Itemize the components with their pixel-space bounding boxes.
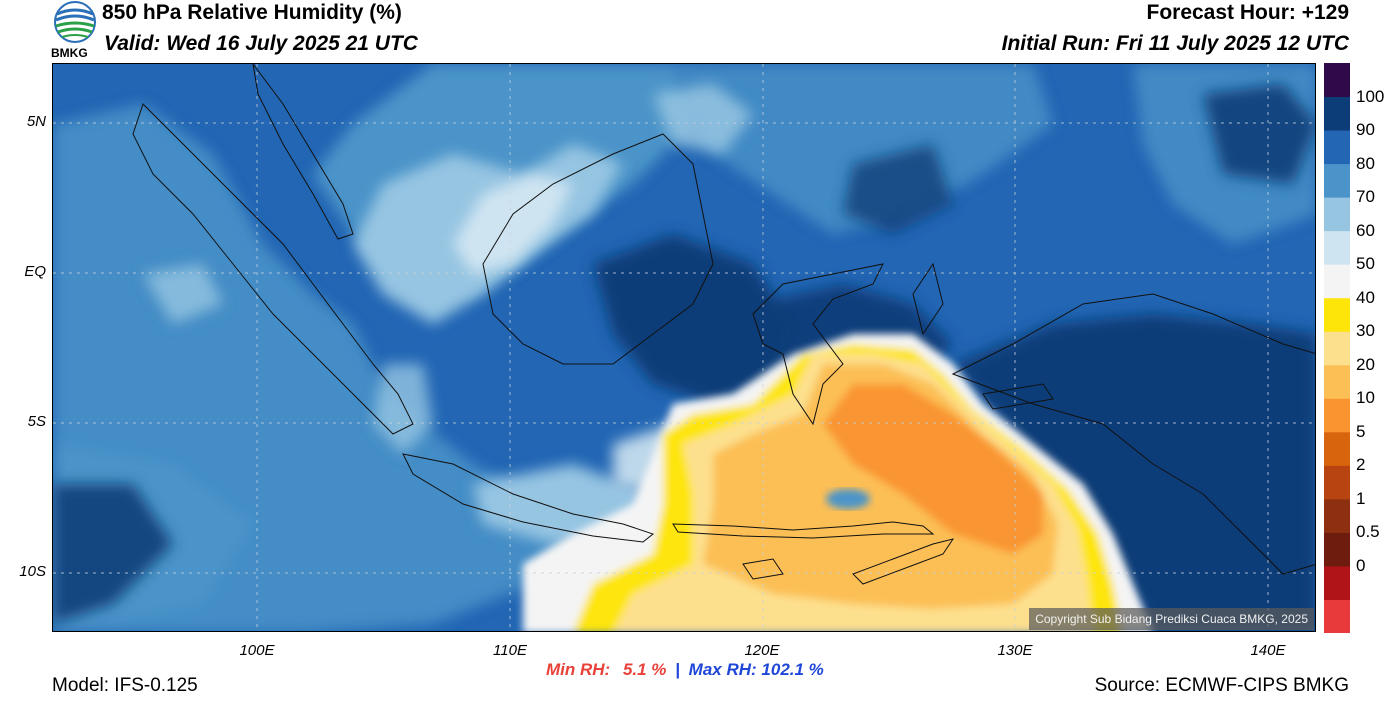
lat-label-5n: 5N xyxy=(26,113,46,130)
min-rh-value: 5.1 % xyxy=(622,660,667,679)
stats-separator: | xyxy=(675,660,680,679)
colorbar-swatch xyxy=(1324,96,1350,131)
colorbar-label: 0 xyxy=(1356,555,1366,575)
colorbar-swatch xyxy=(1324,398,1350,433)
colorbar-label: 20 xyxy=(1356,354,1375,374)
colorbar-swatch xyxy=(1324,364,1350,399)
malay-coast xyxy=(252,64,354,240)
colorbar-swatch xyxy=(1324,297,1350,332)
colorbar-label: 5 xyxy=(1356,421,1366,441)
new-guinea-coast xyxy=(951,293,1315,575)
coastlines xyxy=(132,64,1315,585)
timor-coast xyxy=(852,538,955,585)
humidity-map: Copyright Sub Bidang Prediksi Cuaca BMKG… xyxy=(52,63,1316,632)
colorbar-swatch xyxy=(1324,599,1350,633)
colorbar-swatch xyxy=(1324,197,1350,232)
map-grid xyxy=(53,64,1315,631)
forecast-hour: Forecast Hour: +129 xyxy=(1146,1,1350,24)
colorbar-swatch xyxy=(1324,130,1350,165)
sunda-islands xyxy=(672,521,935,539)
colorbar-swatch xyxy=(1324,230,1350,265)
sulawesi-coast xyxy=(752,263,884,426)
data-source: Source: ECMWF-CIPS BMKG xyxy=(1094,675,1349,696)
colorbar-swatch xyxy=(1324,163,1350,198)
bmkg-logo: BMKG xyxy=(50,0,100,62)
lon-label-130e: 130E xyxy=(997,642,1033,659)
colorbar-label: 100 xyxy=(1356,86,1385,106)
java-coast xyxy=(402,453,655,543)
colorbar xyxy=(1324,63,1350,633)
copyright-notice: Copyright Sub Bidang Prediksi Cuaca BMKG… xyxy=(1029,608,1314,630)
lon-label-140e: 140E xyxy=(1250,642,1286,659)
rh-stats: Min RH: 5.1 % | Max RH: 102.1 % xyxy=(546,660,824,680)
colorbar-swatch xyxy=(1324,565,1350,600)
lat-label-5s: 5S xyxy=(27,413,46,430)
colorbar-swatch xyxy=(1324,431,1350,466)
colorbar-label: 80 xyxy=(1356,153,1375,173)
colorbar-label: 70 xyxy=(1356,187,1375,207)
valid-time: Valid: Wed 16 July 2025 21 UTC xyxy=(104,32,418,55)
colorbar-swatch xyxy=(1324,532,1350,567)
seram-coast xyxy=(982,383,1054,410)
sumba-coast xyxy=(742,558,784,580)
colorbar-label: 10 xyxy=(1356,388,1375,408)
humidity-map-canvas xyxy=(53,64,1315,631)
colorbar-label: 50 xyxy=(1356,254,1375,274)
colorbar-swatch xyxy=(1324,63,1350,98)
colorbar-label: 0.5 xyxy=(1356,522,1380,542)
maluku-islands xyxy=(912,262,944,336)
colorbar-label: 2 xyxy=(1356,455,1366,475)
bmkg-logo-icon xyxy=(54,1,96,43)
colorbar-swatch xyxy=(1324,331,1350,366)
logo-text: BMKG xyxy=(51,46,88,60)
colorbar-label: 1 xyxy=(1356,488,1366,508)
colorbar-label: 90 xyxy=(1356,120,1375,140)
colorbar-swatch xyxy=(1324,498,1350,533)
lat-label-eq: EQ xyxy=(24,263,46,280)
colorbar-label: 60 xyxy=(1356,220,1375,240)
initial-run: Initial Run: Fri 11 July 2025 12 UTC xyxy=(1001,32,1349,55)
moist-pocket xyxy=(826,489,870,509)
model-name: Model: IFS-0.125 xyxy=(52,675,198,696)
lon-label-100e: 100E xyxy=(239,642,275,659)
colorbar-label: 40 xyxy=(1356,287,1375,307)
lon-label-120e: 120E xyxy=(744,642,780,659)
max-rh: Max RH: 102.1 % xyxy=(688,660,824,679)
lat-label-10s: 10S xyxy=(19,563,46,580)
lon-label-110e: 110E xyxy=(493,642,527,659)
borneo-coast xyxy=(482,133,714,365)
colorbar-label: 30 xyxy=(1356,321,1375,341)
min-rh-label: Min RH: xyxy=(546,660,611,679)
colorbar-swatch xyxy=(1324,465,1350,500)
sumatra-coast xyxy=(132,103,414,435)
chart-title: 850 hPa Relative Humidity (%) xyxy=(102,1,402,24)
colorbar-swatch xyxy=(1324,264,1350,299)
